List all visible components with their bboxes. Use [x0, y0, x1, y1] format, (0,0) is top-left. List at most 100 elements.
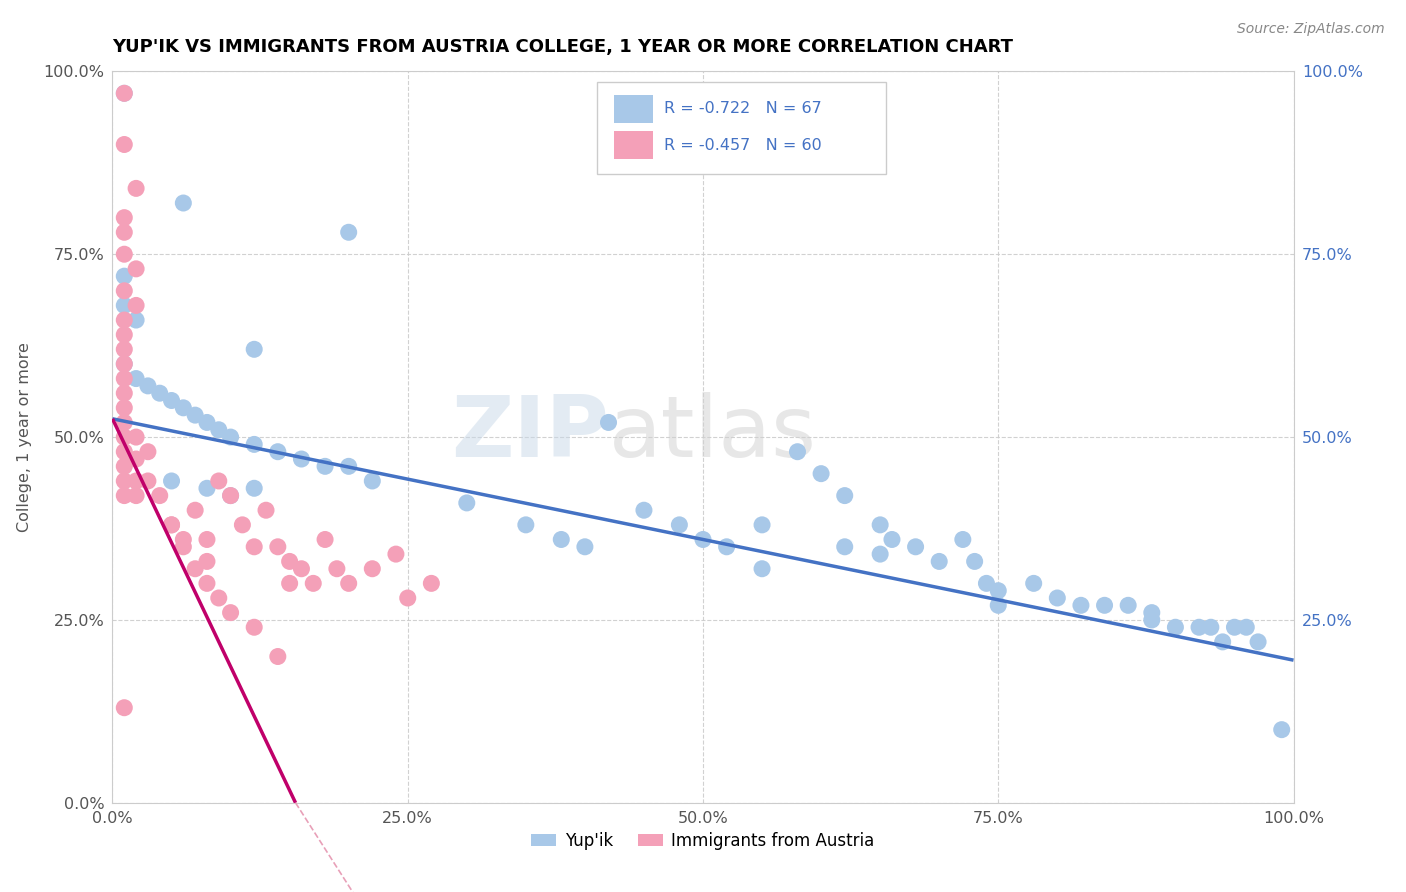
Point — [361, 474, 384, 488]
Point — [976, 576, 998, 591]
FancyBboxPatch shape — [596, 82, 886, 174]
Point — [112, 371, 135, 385]
Point — [456, 496, 478, 510]
Point — [195, 416, 218, 430]
Point — [160, 517, 183, 532]
Point — [267, 649, 290, 664]
Point — [112, 489, 135, 503]
Text: atlas: atlas — [609, 392, 817, 475]
Point — [219, 430, 242, 444]
Point — [1234, 620, 1257, 634]
Point — [1140, 606, 1163, 620]
Point — [314, 533, 336, 547]
Point — [598, 416, 620, 430]
Point — [267, 540, 290, 554]
FancyBboxPatch shape — [614, 131, 654, 159]
Point — [834, 540, 856, 554]
Point — [112, 459, 135, 474]
Point — [692, 533, 714, 547]
Point — [136, 444, 159, 458]
Point — [231, 517, 253, 532]
Point — [314, 459, 336, 474]
Point — [112, 284, 135, 298]
Point — [112, 357, 135, 371]
Text: Source: ZipAtlas.com: Source: ZipAtlas.com — [1237, 22, 1385, 37]
Point — [963, 554, 986, 568]
Point — [243, 343, 266, 357]
Point — [208, 591, 231, 605]
Point — [112, 269, 135, 284]
Point — [290, 452, 312, 467]
Point — [219, 606, 242, 620]
Point — [267, 444, 290, 458]
Point — [1140, 613, 1163, 627]
Point — [987, 583, 1010, 598]
Point — [184, 562, 207, 576]
FancyBboxPatch shape — [614, 95, 654, 122]
Point — [125, 313, 148, 327]
Text: R = -0.457   N = 60: R = -0.457 N = 60 — [664, 137, 821, 153]
Point — [112, 386, 135, 401]
Point — [1188, 620, 1211, 634]
Point — [172, 401, 194, 415]
Point — [278, 576, 301, 591]
Point — [112, 247, 135, 261]
Point — [243, 620, 266, 634]
Point — [208, 423, 231, 437]
Point — [112, 357, 135, 371]
Point — [125, 430, 148, 444]
Point — [1046, 591, 1069, 605]
Point — [195, 533, 218, 547]
Point — [904, 540, 927, 554]
Point — [149, 489, 172, 503]
Point — [1022, 576, 1045, 591]
Point — [550, 533, 572, 547]
Point — [1212, 635, 1234, 649]
Point — [810, 467, 832, 481]
Point — [112, 474, 135, 488]
Point — [125, 452, 148, 467]
Point — [125, 474, 148, 488]
Point — [337, 225, 360, 239]
Point — [515, 517, 537, 532]
Point — [952, 533, 974, 547]
Point — [184, 408, 207, 422]
Point — [125, 298, 148, 312]
Point — [160, 393, 183, 408]
Point — [1271, 723, 1294, 737]
Point — [125, 181, 148, 195]
Point — [302, 576, 325, 591]
Point — [278, 554, 301, 568]
Point — [254, 503, 277, 517]
Point — [243, 540, 266, 554]
Point — [112, 298, 135, 312]
Point — [928, 554, 950, 568]
Point — [869, 517, 891, 532]
Point — [208, 474, 231, 488]
Point — [751, 562, 773, 576]
Point — [1116, 599, 1139, 613]
Point — [125, 489, 148, 503]
Point — [112, 225, 135, 239]
Point — [243, 481, 266, 495]
Legend: Yup'ik, Immigrants from Austria: Yup'ik, Immigrants from Austria — [524, 825, 882, 856]
Point — [195, 576, 218, 591]
Point — [125, 371, 148, 385]
Point — [880, 533, 903, 547]
Point — [834, 489, 856, 503]
Point — [668, 517, 690, 532]
Point — [633, 503, 655, 517]
Point — [160, 474, 183, 488]
Point — [786, 444, 808, 458]
Text: YUP'IK VS IMMIGRANTS FROM AUSTRIA COLLEGE, 1 YEAR OR MORE CORRELATION CHART: YUP'IK VS IMMIGRANTS FROM AUSTRIA COLLEG… — [112, 38, 1014, 56]
Point — [112, 700, 135, 714]
Point — [1199, 620, 1222, 634]
Point — [160, 517, 183, 532]
Point — [869, 547, 891, 561]
Point — [172, 533, 194, 547]
Point — [396, 591, 419, 605]
Text: R = -0.722   N = 67: R = -0.722 N = 67 — [664, 101, 821, 116]
Point — [420, 576, 443, 591]
Point — [290, 562, 312, 576]
Point — [172, 540, 194, 554]
